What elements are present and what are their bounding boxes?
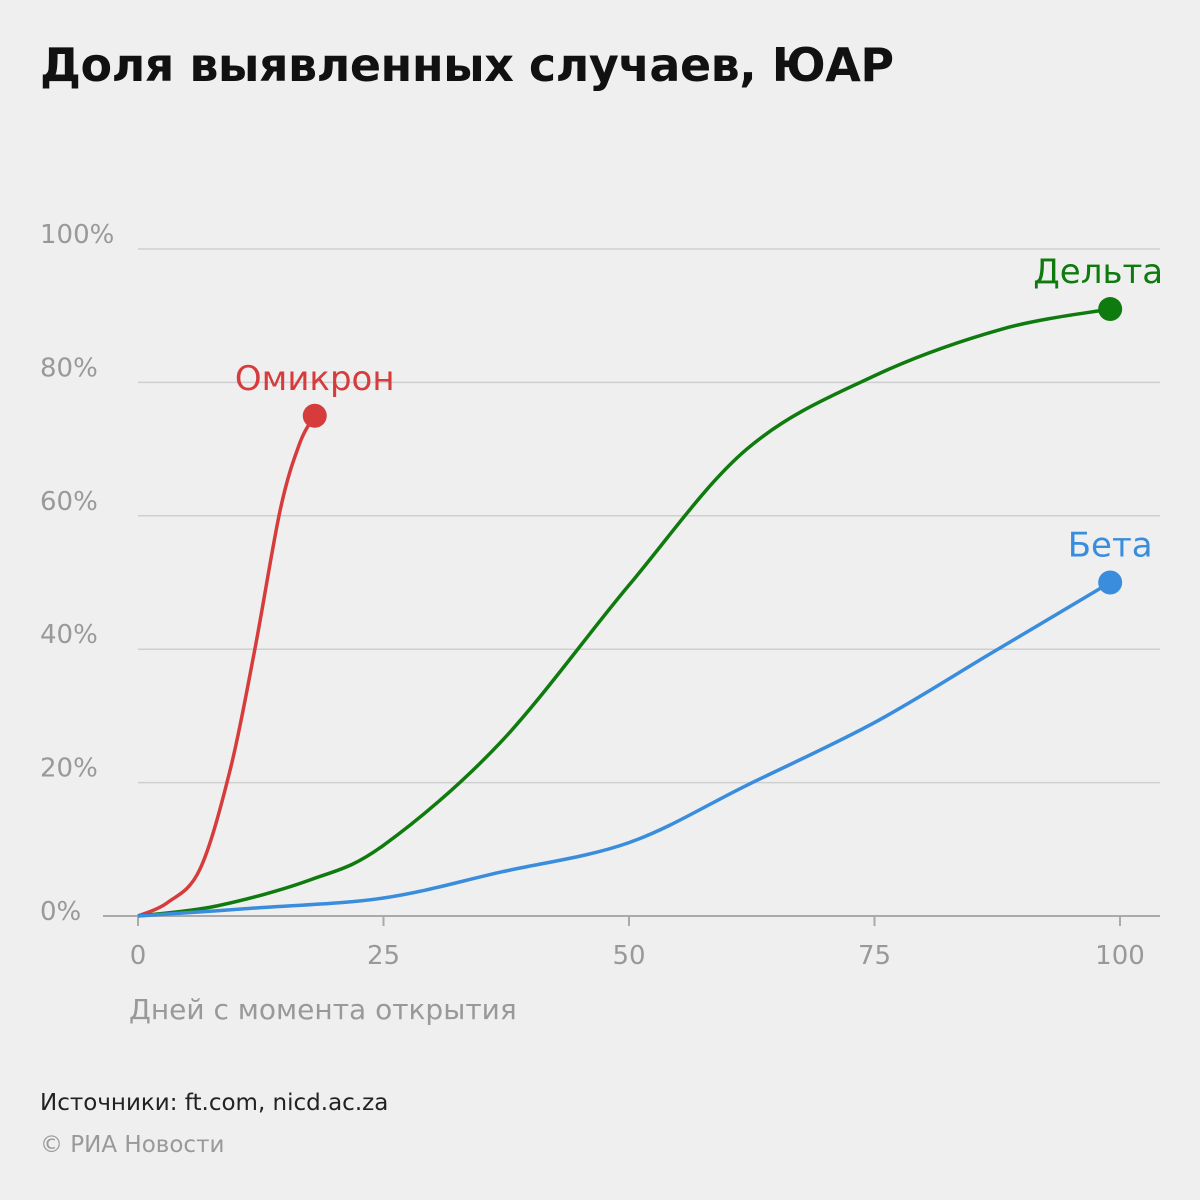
y-tick-label: 40% xyxy=(40,620,98,650)
x-tick-label: 0 xyxy=(130,941,147,971)
series-label: Омикрон xyxy=(235,359,395,399)
copyright: © РИА Новости xyxy=(40,1132,225,1158)
x-tick-label: 50 xyxy=(612,941,645,971)
x-axis-label: Дней с момента открытия xyxy=(129,993,517,1026)
x-tick-label: 100 xyxy=(1095,941,1145,971)
source-note: Источники: ft.com, nicd.ac.za xyxy=(40,1090,389,1116)
y-tick-label: 20% xyxy=(40,754,98,784)
series-label: Бета xyxy=(1068,526,1153,566)
series-line xyxy=(137,580,1112,918)
series-end-point xyxy=(1098,570,1123,595)
series-line xyxy=(137,307,1111,918)
x-tick-label: 25 xyxy=(367,941,400,971)
series-line xyxy=(137,414,317,918)
x-tick-label: 75 xyxy=(858,941,891,971)
y-tick-label: 80% xyxy=(40,353,98,383)
series-label: Дельта xyxy=(1033,252,1163,292)
chart-title: Доля выявленных случаев, ЮАР xyxy=(40,38,894,92)
y-tick-label: 100% xyxy=(40,220,114,250)
y-tick-label: 60% xyxy=(40,487,98,517)
series-end-point xyxy=(302,403,327,428)
y-tick-label: 0% xyxy=(40,897,81,927)
series-end-point xyxy=(1098,297,1123,322)
